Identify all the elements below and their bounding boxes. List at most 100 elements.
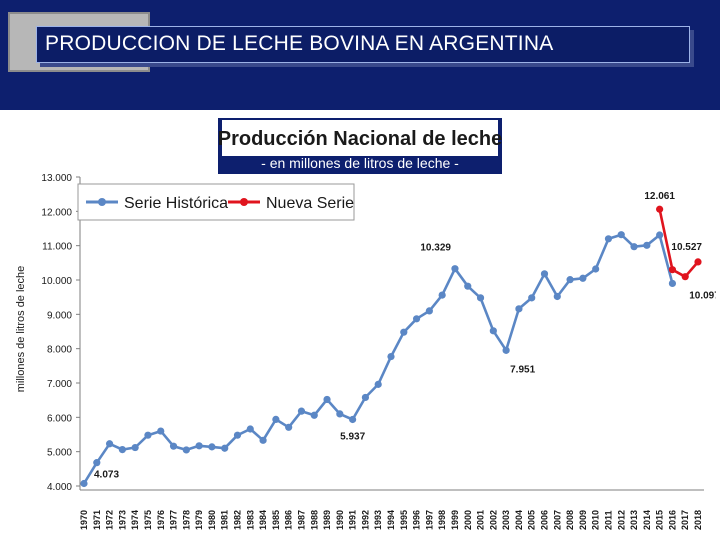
x-tick-label: 1980 — [207, 510, 217, 530]
chart-panel: Producción Nacional de leche - en millon… — [4, 114, 720, 538]
chart-legend: Serie Histórica Nueva Serie — [77, 183, 355, 221]
data-point-serie-historica — [553, 292, 561, 301]
x-tick-label: 1990 — [335, 510, 345, 530]
x-tick-label: 2012 — [616, 510, 626, 530]
x-tick-label: 1992 — [360, 510, 370, 530]
data-label: 10.097 — [689, 291, 716, 302]
x-tick-label: 2016 — [667, 510, 677, 530]
data-point-serie-historica — [80, 479, 88, 488]
x-tick-label: 1970 — [79, 510, 89, 530]
data-point-nueva-serie — [694, 258, 702, 266]
data-point-serie-historica — [502, 346, 510, 354]
data-point-serie-historica — [630, 243, 638, 251]
x-tick-label: 1984 — [258, 510, 268, 530]
data-point-serie-historica — [310, 411, 318, 419]
data-point-serie-historica — [374, 380, 382, 388]
legend-label-serie-historica: Serie Histórica — [124, 195, 228, 212]
x-tick-label: 2011 — [603, 510, 613, 530]
x-tick-label: 2005 — [527, 510, 537, 530]
data-point-serie-historica — [476, 294, 485, 302]
data-point-serie-historica — [157, 427, 165, 435]
y-tick-label: 10.000 — [41, 276, 72, 287]
data-point-serie-historica — [297, 407, 306, 415]
data-point-serie-historica — [233, 431, 242, 439]
data-point-serie-historica — [336, 410, 344, 418]
x-tick-label: 2009 — [578, 510, 588, 530]
x-tick-label: 2018 — [693, 510, 703, 530]
x-tick-label: 1993 — [373, 510, 383, 530]
data-point-serie-historica — [540, 270, 549, 278]
x-tick-label: 2006 — [540, 510, 550, 530]
y-tick-label: 11.000 — [42, 242, 72, 253]
x-tick-label: 2004 — [514, 510, 524, 530]
x-tick-label: 1987 — [296, 510, 306, 530]
x-tick-label: 1998 — [437, 510, 447, 530]
data-point-serie-historica — [93, 459, 101, 467]
slide-title: PRODUCCION DE LECHE BOVINA EN ARGENTINA — [45, 32, 554, 55]
x-tick-label: 1976 — [156, 510, 166, 530]
x-tick-label: 2007 — [552, 510, 562, 530]
series-line-nueva-serie — [658, 208, 699, 278]
data-label: 10.329 — [420, 243, 451, 254]
data-point-serie-historica — [118, 446, 126, 454]
x-tick-label: 2014 — [642, 510, 652, 530]
data-point-serie-historica — [272, 415, 280, 423]
data-point-serie-historica — [528, 294, 536, 302]
data-point-serie-historica — [412, 315, 421, 323]
data-point-serie-historica — [195, 442, 203, 450]
data-point-serie-historica — [400, 328, 408, 336]
data-point-serie-historica — [361, 393, 370, 402]
data-point-serie-historica — [515, 305, 523, 313]
data-point-serie-historica — [221, 444, 229, 452]
x-tick-label: 2002 — [488, 510, 498, 530]
data-point-serie-historica — [208, 443, 216, 451]
data-point-serie-historica — [617, 231, 625, 239]
line-chart: Producción Nacional de leche - en millon… — [15, 118, 720, 530]
data-point-nueva-serie — [656, 205, 664, 213]
data-point-serie-historica — [592, 265, 600, 273]
y-tick-label: 12.000 — [41, 207, 72, 218]
x-tick-label: 2000 — [463, 510, 473, 530]
x-tick-label: 1973 — [117, 510, 127, 530]
y-axis-label: millones de litros de leche — [15, 266, 27, 393]
data-point-serie-historica — [425, 307, 433, 315]
chart-title: Producción Nacional de leche — [218, 128, 503, 150]
data-point-serie-historica — [579, 274, 587, 282]
x-tick-label: 1972 — [105, 510, 115, 530]
y-tick-label: 9.000 — [47, 310, 72, 321]
x-tick-label: 1995 — [399, 510, 409, 530]
data-point-serie-historica — [451, 265, 459, 273]
chart-subtitle: - en millones de litros de leche - — [261, 155, 459, 171]
x-tick-label: 1986 — [284, 510, 294, 530]
y-tick-label: 4.000 — [47, 482, 72, 493]
chart-title-box: Producción Nacional de leche - en millon… — [218, 118, 503, 174]
x-tick-label: 1971 — [92, 510, 102, 530]
data-label: 12.061 — [644, 191, 675, 202]
x-tick-label: 2013 — [629, 510, 639, 530]
x-tick-label: 2015 — [655, 510, 665, 530]
data-point-serie-historica — [285, 423, 293, 431]
x-tick-label: 1981 — [220, 510, 230, 530]
x-tick-label: 1982 — [233, 510, 243, 530]
data-point-serie-historica — [566, 276, 574, 284]
x-tick-label: 1979 — [194, 510, 204, 530]
x-tick-label: 1977 — [169, 510, 179, 530]
data-point-serie-historica — [438, 291, 446, 299]
data-point-serie-historica — [656, 231, 664, 239]
data-point-serie-historica — [131, 443, 139, 452]
x-tick-label: 1988 — [309, 510, 319, 530]
x-tick-label: 1991 — [348, 510, 358, 530]
data-point-serie-historica — [169, 442, 178, 450]
data-point-serie-historica — [668, 279, 677, 288]
x-tick-label: 1989 — [322, 510, 332, 530]
data-label: 4.073 — [94, 469, 119, 480]
data-point-serie-historica — [387, 352, 395, 361]
y-tick-label: 7.000 — [47, 379, 72, 390]
data-point-nueva-serie — [681, 273, 689, 281]
x-tick-label: 2008 — [565, 510, 575, 530]
data-label: 7.951 — [510, 364, 535, 375]
y-tick-label: 5.000 — [47, 448, 72, 459]
x-tick-label: 1996 — [412, 510, 422, 530]
data-point-serie-historica — [105, 440, 114, 448]
x-tick-label: 2017 — [680, 510, 690, 530]
